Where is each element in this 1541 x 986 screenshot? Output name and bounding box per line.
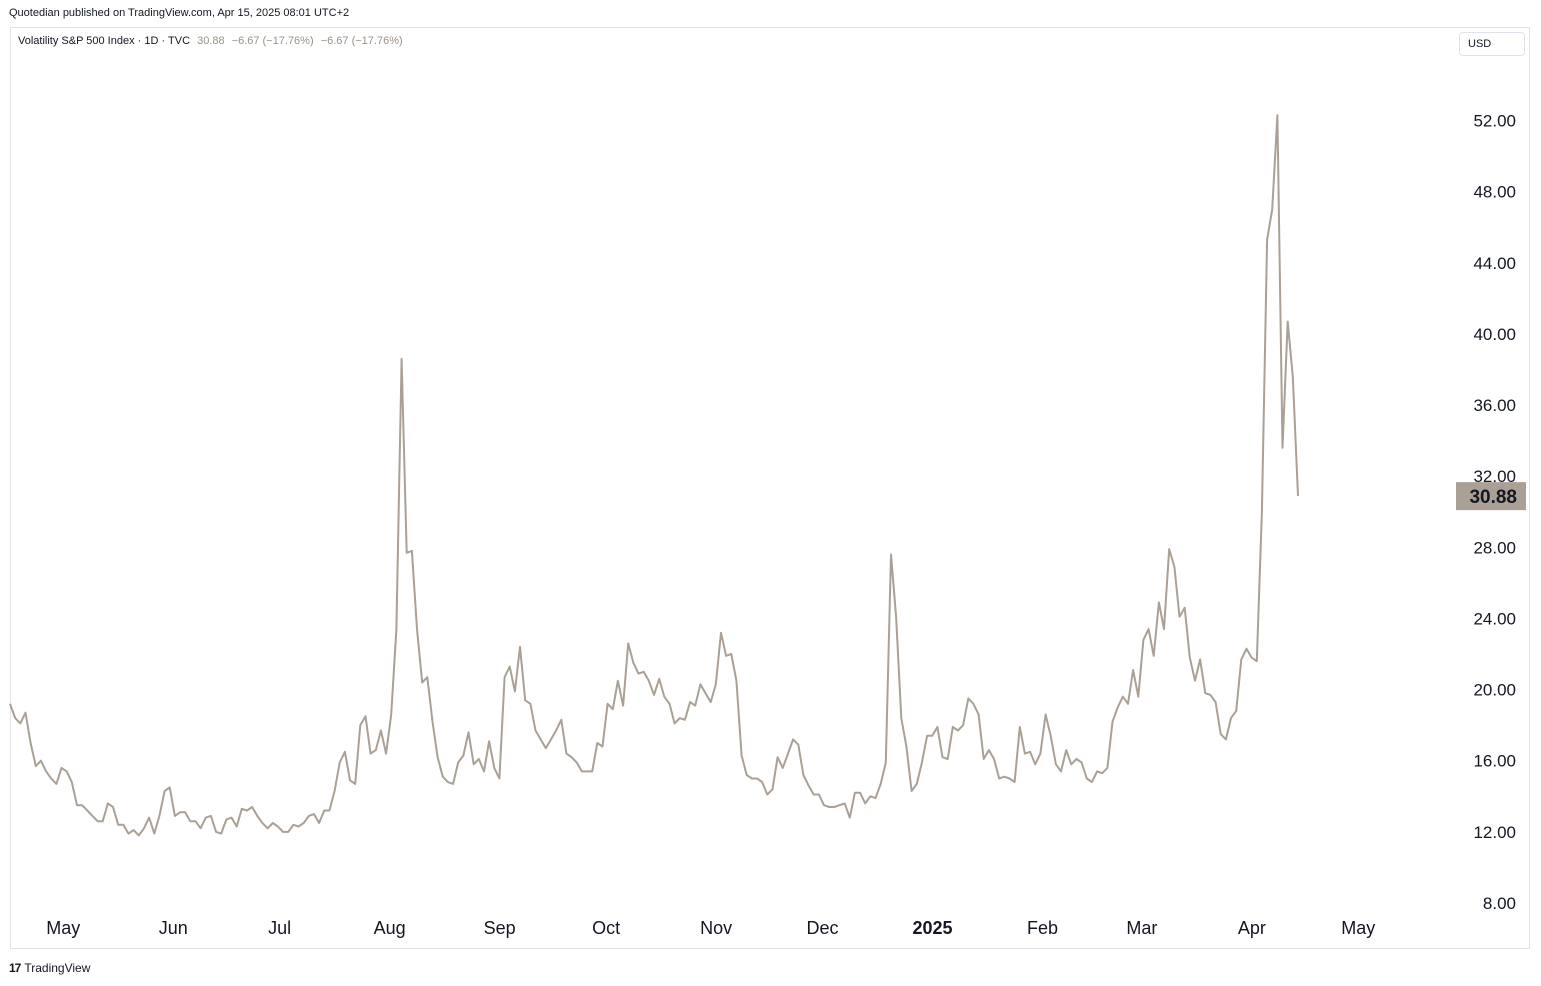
chart-legend: Volatility S&P 500 Index · 1D · TVC 30.8…: [18, 35, 403, 47]
publish-line: Quotedian published on TradingView.com, …: [9, 7, 350, 19]
x-tick-label: 2025: [913, 918, 953, 938]
footer-brand[interactable]: 17 TradingView: [9, 961, 90, 975]
y-tick-label: 52.00: [1473, 112, 1516, 131]
x-tick-label: Mar: [1126, 918, 1157, 938]
x-tick-label: Aug: [374, 918, 406, 938]
y-tick-label: 12.00: [1473, 823, 1516, 842]
y-tick-label: 20.00: [1473, 681, 1516, 700]
x-tick-label: Nov: [700, 918, 732, 938]
y-tick-label: 28.00: [1473, 538, 1516, 557]
y-tick-label: 16.00: [1473, 752, 1516, 771]
x-tick-label: Dec: [807, 918, 839, 938]
y-tick-label: 24.00: [1473, 609, 1516, 628]
last-value-badge-label: 30.88: [1469, 487, 1517, 508]
x-tick-label: May: [1341, 918, 1375, 938]
series-group: [9, 114, 1299, 837]
y-tick-label: 32.00: [1473, 467, 1516, 486]
x-tick-label: Apr: [1238, 918, 1266, 938]
footer-brand-label: TradingView: [24, 961, 91, 975]
x-tick-label: May: [46, 918, 80, 938]
x-tick-label: Sep: [484, 918, 516, 938]
x-tick-label: Feb: [1027, 918, 1058, 938]
legend-change-1: −6.67 (−17.76%): [231, 35, 314, 47]
chart-frame: [10, 27, 1530, 949]
legend-symbol[interactable]: Volatility S&P 500 Index · 1D · TVC: [18, 35, 191, 47]
y-tick-label: 44.00: [1473, 254, 1516, 273]
y-axis: 52.00 48.00 44.00 40.00 36.00 32.00 28.00 24.00…: [1473, 112, 1516, 913]
y-tick-label: 40.00: [1473, 325, 1516, 344]
vix-series-line: [9, 114, 1299, 837]
legend-last-value: 30.88: [197, 35, 225, 47]
y-tick-label: 36.00: [1473, 396, 1516, 415]
last-value-badge-bg: [1456, 482, 1526, 511]
y-tick-label: 8.00: [1483, 894, 1516, 913]
x-axis: May Jun Jul Aug Sep Oct Nov Dec 2025 Feb Mar Apr May: [46, 918, 1375, 938]
x-tick-label: Jul: [268, 918, 291, 938]
x-tick-label: Jun: [159, 918, 188, 938]
tradingview-logo-icon: 17: [9, 961, 21, 975]
last-value-badge: 30.88: [1456, 482, 1526, 511]
legend-change-2: −6.67 (−17.76%): [320, 35, 403, 47]
y-tick-label: 48.00: [1473, 183, 1516, 202]
currency-button[interactable]: USD: [1459, 32, 1525, 56]
x-tick-label: Oct: [592, 918, 620, 938]
